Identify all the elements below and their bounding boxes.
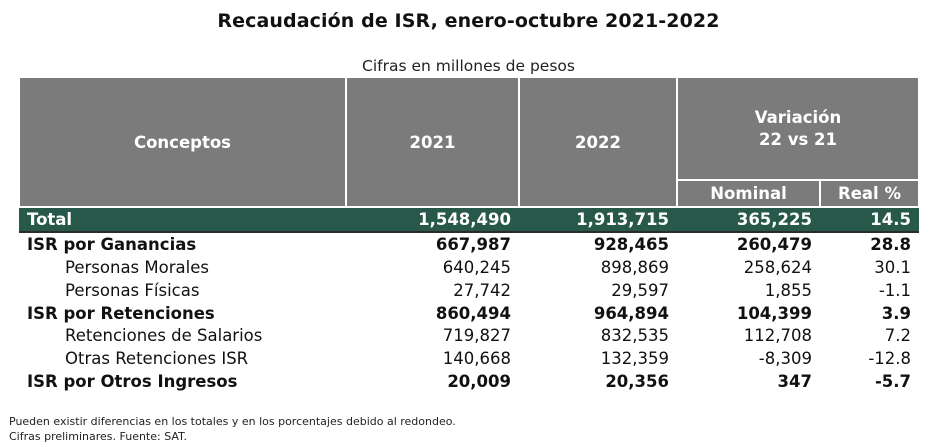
row-real: 7.2 [884,326,912,346]
table-row: ISR por Retenciones 860,494 964,894 104,… [19,302,919,325]
row-label: ISR por Otros Ingresos [27,372,238,392]
header-nominal: Nominal [676,179,821,208]
total-label: Total [19,206,346,233]
header-conceptos: Conceptos [18,76,347,208]
table-row: ISR por Otros Ingresos 20,009 20,356 347… [19,370,919,393]
document-title: Recaudación de ISR, enero-octubre 2021-2… [217,10,720,32]
row-2021: 860,494 [435,303,511,323]
row-nominal: 347 [777,372,812,392]
row-label: Personas Físicas [65,280,200,300]
header-variacion-line2: 22 vs 21 [759,129,837,149]
isr-revenue-table: Conceptos 2021 2022 Variación 22 vs 21 N… [18,76,921,393]
footnotes: Pueden existir diferencias en los totale… [9,414,456,444]
row-nominal: 112,708 [743,326,812,346]
row-2021: 140,668 [442,349,511,369]
row-label: Retenciones de Salarios [65,326,263,346]
row-label: ISR por Ganancias [27,234,197,254]
row-2021: 27,742 [453,280,511,300]
header-real: Real % [818,179,921,208]
header-variacion: Variación 22 vs 21 [675,76,921,181]
total-2022: 1,913,715 [519,206,677,233]
row-nominal: 1,855 [764,280,812,300]
total-row: Total 1,548,490 1,913,715 365,225 14.5 [19,206,920,233]
row-label: Personas Morales [65,257,209,277]
row-nominal: 260,479 [736,234,812,254]
row-real: -1.1 [878,280,912,300]
row-2022: 20,356 [605,372,669,392]
row-nominal: 258,624 [743,257,812,277]
row-2021: 20,009 [447,372,511,392]
table-row: Personas Físicas 27,742 29,597 1,855 -1.… [19,279,919,302]
row-2021: 667,987 [435,234,511,254]
row-real: -12.8 [868,349,912,369]
total-2021: 1,548,490 [346,206,519,233]
row-nominal: 104,399 [736,303,812,323]
footnote-rounding: Pueden existir diferencias en los totale… [9,415,456,428]
row-nominal: -8,309 [758,349,812,369]
row-label: ISR por Retenciones [27,303,215,323]
row-2022: 928,465 [593,234,669,254]
header-2022: 2022 [518,76,678,208]
row-2021: 640,245 [442,257,511,277]
row-2022: 832,535 [600,326,669,346]
header-variacion-line1: Variación [754,107,842,127]
table-row: Retenciones de Salarios 719,827 832,535 … [19,324,919,347]
table-row: Personas Morales 640,245 898,869 258,624… [19,256,919,279]
total-nominal: 365,225 [677,206,820,233]
row-label: Otras Retenciones ISR [65,349,249,369]
row-2022: 132,359 [600,349,669,369]
table-row: ISR por Ganancias 667,987 928,465 260,47… [19,232,919,256]
document-subtitle: Cifras en millones de pesos [362,57,575,75]
row-2022: 898,869 [600,257,669,277]
row-real: 30.1 [874,257,912,277]
footnote-source: Cifras preliminares. Fuente: SAT. [9,430,187,443]
row-2022: 964,894 [593,303,669,323]
total-real: 14.5 [820,206,920,233]
header-2021: 2021 [345,76,520,208]
row-real: -5.7 [874,372,912,392]
row-2021: 719,827 [442,326,511,346]
row-real: 3.9 [881,303,912,323]
row-real: 28.8 [870,234,912,254]
table-row: Otras Retenciones ISR 140,668 132,359 -8… [19,347,919,370]
row-2022: 29,597 [611,280,669,300]
